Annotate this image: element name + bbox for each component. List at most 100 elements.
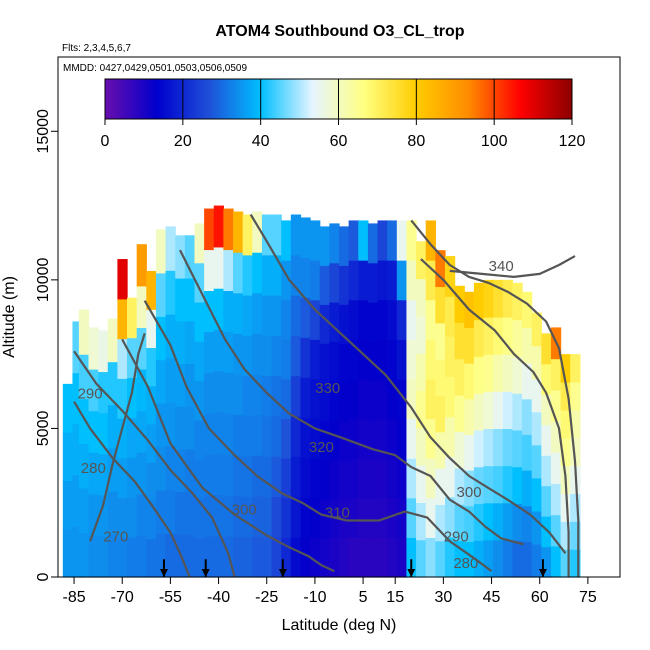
- ozone-cell: [541, 333, 552, 365]
- theta-contour-line: [121, 338, 335, 573]
- ozone-cell: [570, 437, 581, 467]
- colorbar-tick-label: 100: [481, 133, 508, 150]
- ozone-cell: [435, 395, 446, 433]
- ozone-cell: [377, 537, 388, 578]
- colorbar: 0 20 40 60 80 100 120: [101, 78, 585, 150]
- ozone-cell: [387, 497, 398, 538]
- ozone-cell: [233, 414, 244, 456]
- ozone-cell: [310, 537, 321, 578]
- ozone-cell: [300, 377, 311, 418]
- ozone-cell: [502, 354, 514, 392]
- ozone-cell: [271, 214, 282, 256]
- ozone-cell: [281, 339, 292, 380]
- ozone-cell: [406, 458, 417, 499]
- ozone-cell: [435, 504, 446, 542]
- ozone-cell: [261, 295, 273, 336]
- ozone-cell: [175, 363, 186, 407]
- x-tick-label: -55: [159, 589, 182, 606]
- ozone-cell: [570, 549, 581, 578]
- x-tick-label: -25: [255, 589, 278, 606]
- ozone-cell: [290, 536, 302, 578]
- ozone-cell: [358, 378, 369, 420]
- x-tick-label: 45: [483, 589, 501, 606]
- ozone-cell: [300, 297, 311, 338]
- ozone-cell: [522, 470, 533, 507]
- ozone-cell: [290, 456, 302, 498]
- ozone-cell: [290, 496, 302, 538]
- ozone-cell: [348, 260, 359, 301]
- ozone-cell: [310, 458, 321, 499]
- ozone-cell: [204, 413, 215, 455]
- ozone-cell: [117, 259, 128, 300]
- ozone-cell: [233, 252, 244, 294]
- ozone-cell: [444, 536, 456, 578]
- ozone-cell: [165, 533, 176, 578]
- x-tick-label: 5: [359, 589, 368, 606]
- ozone-cell: [319, 304, 330, 344]
- ozone-cell: [213, 494, 224, 537]
- ozone-cell: [117, 298, 128, 340]
- ozone-cell: [165, 314, 176, 359]
- ozone-cell: [78, 309, 90, 355]
- ozone-cell: [72, 372, 83, 425]
- ozone-cell: [165, 489, 176, 534]
- ozone-cell: [473, 356, 485, 394]
- ozone-cell: [242, 456, 253, 498]
- ozone-cell: [531, 378, 542, 413]
- ozone-cell: [541, 516, 552, 548]
- ozone-cell: [483, 279, 494, 318]
- ozone-cell: [493, 354, 504, 392]
- ozone-cell: [425, 458, 436, 499]
- contour-label: 300: [457, 484, 482, 501]
- ozone-cell: [396, 339, 408, 380]
- ozone-cell: [396, 537, 408, 578]
- ozone-cell: [319, 382, 330, 422]
- x-axis-label: Latitude (deg N): [282, 617, 397, 634]
- x-tick-label: 60: [531, 589, 549, 606]
- theta-contour-line: [420, 258, 570, 577]
- ozone-cell: [300, 337, 311, 378]
- ozone-cell: [155, 490, 167, 535]
- ozone-cell: [319, 499, 330, 539]
- ozone-cell: [377, 458, 388, 499]
- ozone-cell: [261, 214, 273, 256]
- ozone-cell: [483, 465, 494, 504]
- ozone-cell: [310, 220, 321, 261]
- ozone-cell: [184, 278, 196, 322]
- ozone-cell: [570, 354, 581, 383]
- ozone-cell: [223, 208, 234, 251]
- ozone-cell: [310, 260, 321, 301]
- ozone-cell: [493, 279, 504, 318]
- ozone-cell: [117, 497, 128, 538]
- ozone-cell: [454, 431, 465, 469]
- theta-contour-line: [179, 249, 524, 546]
- ozone-cell: [531, 345, 542, 380]
- colorbar-ticks: 0 20 40 60 80 100 120: [101, 79, 585, 150]
- ozone-cell: [483, 502, 494, 541]
- ozone-cell: [377, 299, 388, 340]
- ozone-cell: [204, 249, 215, 292]
- ozone-cell: [396, 497, 408, 538]
- ozone-cell: [502, 317, 514, 355]
- ozone-cell: [387, 220, 398, 261]
- ozone-cell: [271, 375, 282, 417]
- ozone-cell: [136, 327, 147, 370]
- y-axis-label: Altitude (m): [1, 276, 18, 358]
- ozone-cell: [358, 260, 369, 301]
- ozone-cell: [204, 454, 215, 496]
- plot-frame: [57, 56, 621, 578]
- ozone-cell: [213, 205, 224, 248]
- ozone-cell: [88, 327, 99, 370]
- ozone-cell: [348, 537, 359, 578]
- ozone-cell: [98, 453, 109, 496]
- ozone-cell: [522, 505, 533, 542]
- ozone-cell: [550, 545, 562, 578]
- x-tick-label: -10: [303, 589, 326, 606]
- ozone-cell: [348, 220, 359, 261]
- ozone-cell: [522, 434, 533, 471]
- ozone-cell: [107, 490, 119, 535]
- ozone-cell: [136, 452, 147, 495]
- ozone-cell: [473, 429, 485, 468]
- ozone-cell: [570, 409, 581, 439]
- ozone-cell: [435, 250, 446, 288]
